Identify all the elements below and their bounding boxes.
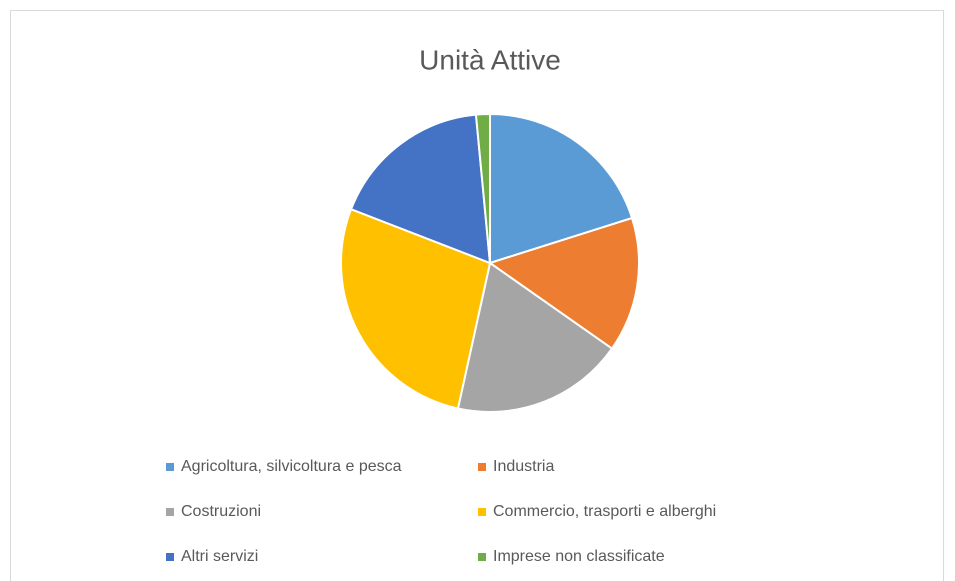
legend-label: Commercio, trasporti e alberghi: [493, 503, 716, 520]
chart-title: Unità Attive: [419, 44, 561, 75]
pie-slice: [487, 216, 640, 350]
pie-slice: [349, 113, 492, 265]
legend-swatch: [478, 553, 486, 561]
legend-label: Agricoltura, silvicoltura e pesca: [181, 458, 402, 475]
pie-slice: [340, 207, 492, 410]
legend-label: Altri servizi: [181, 548, 258, 565]
legend-swatch: [478, 463, 486, 471]
pie-slice: [489, 112, 634, 265]
legend-swatch: [166, 508, 174, 516]
legend-swatch: [478, 508, 486, 516]
pie-slice: [474, 112, 491, 264]
legend-label: Imprese non classificate: [493, 548, 665, 565]
legend-swatch: [166, 553, 174, 561]
pie-slice: [456, 261, 614, 413]
legend-label: Costruzioni: [181, 503, 261, 520]
legend-label: Industria: [493, 458, 554, 475]
legend-swatch: [166, 463, 174, 471]
